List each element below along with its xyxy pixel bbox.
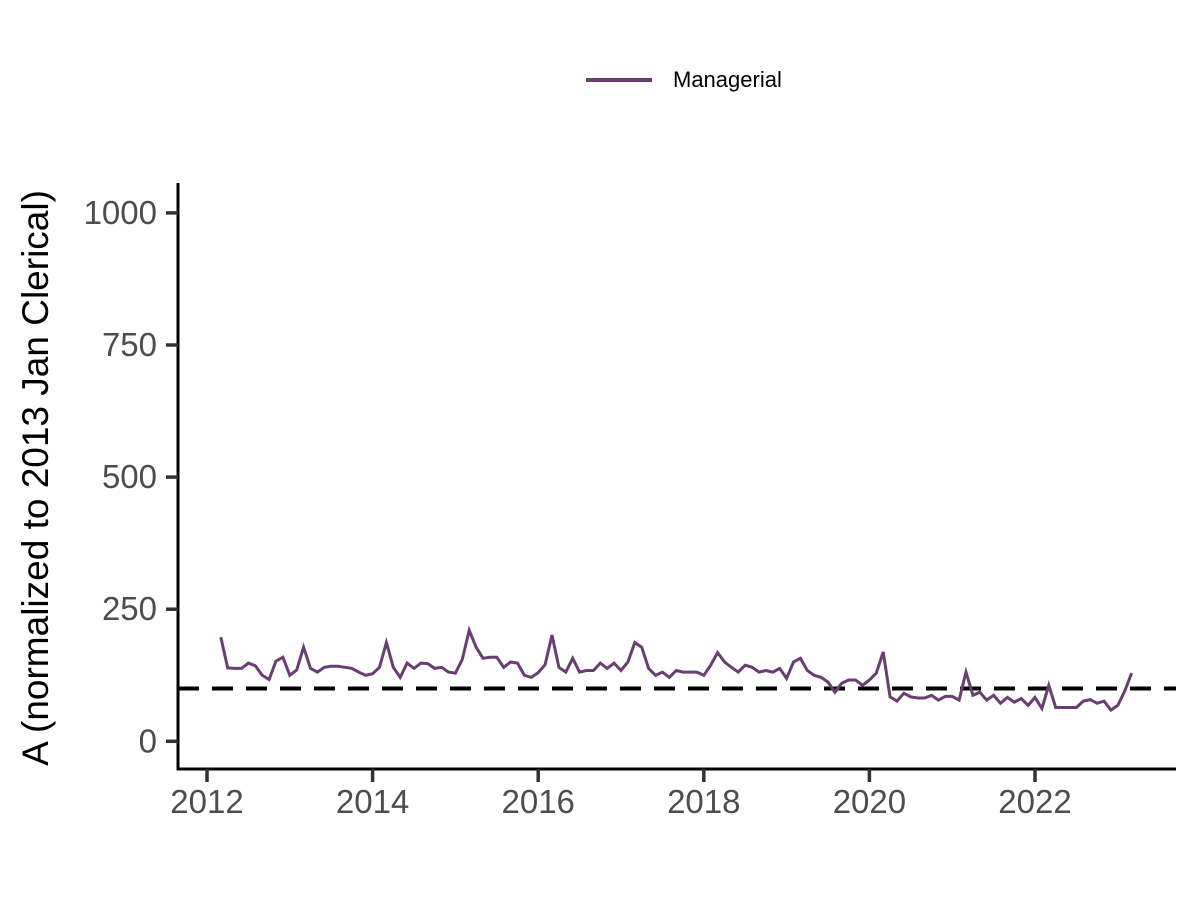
- y-tick-label: 750: [102, 326, 157, 363]
- x-tick-label: 2012: [170, 783, 243, 820]
- x-tick-label: 2018: [667, 783, 740, 820]
- legend: Managerial: [586, 66, 782, 94]
- y-tick-label: 0: [139, 722, 157, 759]
- x-tick-label: 2014: [336, 783, 409, 820]
- y-tick-label: 500: [102, 458, 157, 495]
- y-tick-label: 1000: [84, 194, 157, 231]
- y-tick-label: 250: [102, 590, 157, 627]
- x-tick-label: 2016: [501, 783, 574, 820]
- legend-label-managerial: Managerial: [673, 67, 782, 92]
- x-tick-label: 2020: [833, 783, 906, 820]
- x-tick-label: 2022: [998, 783, 1071, 820]
- legend-key: [586, 66, 652, 94]
- y-axis-title: A (normalized to 2013 Jan Clerical): [15, 190, 56, 766]
- legend-line-icon: [586, 78, 652, 82]
- series-line-managerial: [219, 625, 1134, 713]
